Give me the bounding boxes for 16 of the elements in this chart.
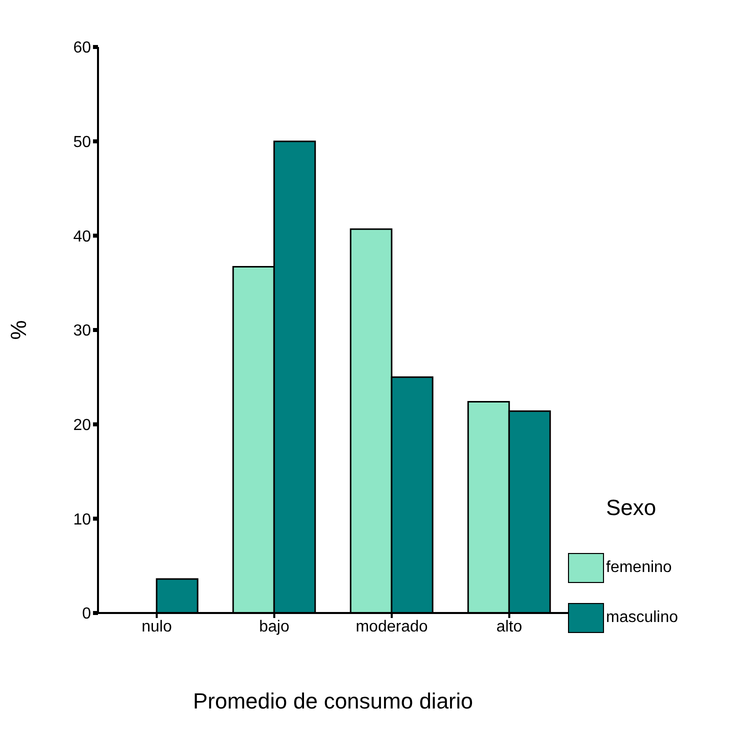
x-tick-label: alto <box>496 618 522 636</box>
y-tick-label: 60 <box>73 40 92 57</box>
y-tick-label: 0 <box>82 606 92 623</box>
y-axis-title: % <box>6 320 31 340</box>
x-tick-label: bajo <box>259 618 290 636</box>
y-tick-label: 10 <box>73 511 92 528</box>
x-tick-label: moderado <box>356 618 428 636</box>
legend-title: Sexo <box>606 495 658 521</box>
legend-label: masculino <box>606 609 678 627</box>
y-tick-label: 40 <box>73 228 92 246</box>
y-tick-label: 20 <box>73 417 92 434</box>
x-axis-title: Promedio de consumo diario <box>192 688 474 714</box>
y-tick-label: 50 <box>73 134 92 152</box>
legend-label: femenino <box>606 559 672 577</box>
y-tick-label: 30 <box>73 322 92 340</box>
x-tick-label: nulo <box>142 618 172 636</box>
